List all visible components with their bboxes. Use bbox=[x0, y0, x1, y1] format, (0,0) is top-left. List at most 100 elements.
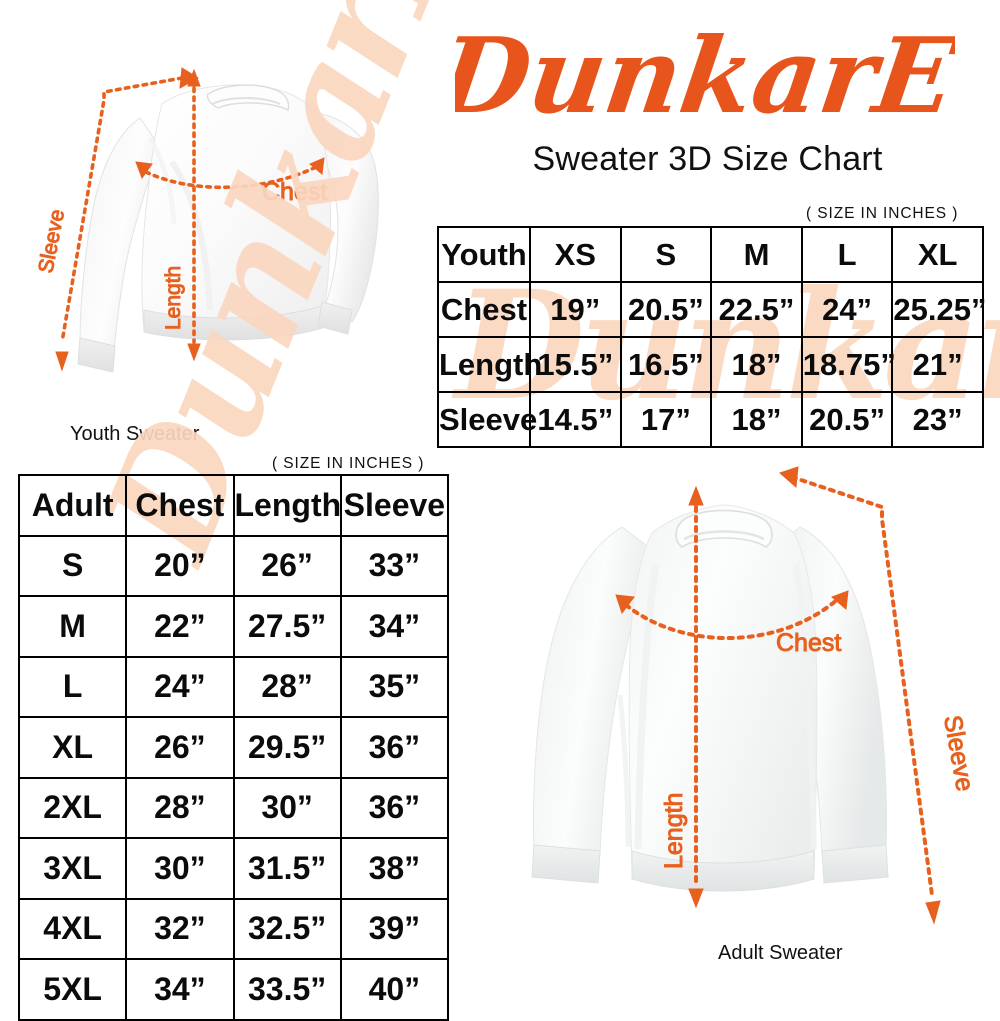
table-row: 3XL 30” 31.5” 38” bbox=[17, 837, 450, 900]
chest-arrowhead-right bbox=[309, 157, 325, 175]
chest-arrowhead-right bbox=[831, 590, 849, 610]
table-row: Chest 19” 20.5” 22.5” 24” 25.25” bbox=[437, 281, 986, 338]
adult-length-label: Length bbox=[660, 793, 688, 869]
cell-value: 24” bbox=[800, 281, 894, 338]
youth-chest-label: Chest bbox=[262, 178, 327, 206]
length-arrowhead-bottom bbox=[187, 343, 201, 362]
cell-value: 32” bbox=[125, 897, 235, 960]
cell-value: 28” bbox=[232, 655, 342, 718]
adult-sweater-illustration: Sleeve Chest Length bbox=[470, 455, 990, 955]
row-label: 2XL bbox=[17, 776, 128, 839]
cell-value: 17” bbox=[619, 391, 713, 448]
table-header-row: Adult Chest Length Sleeve bbox=[17, 474, 450, 537]
brand-logo: DunkarE bbox=[455, 22, 955, 140]
brand-logo-text: DunkarE bbox=[455, 22, 955, 137]
page-subtitle: Sweater 3D Size Chart bbox=[532, 140, 883, 178]
adult-size-table-wrap: Adult Chest Length Sleeve S 20” 26” 33” … bbox=[17, 474, 450, 1021]
youth-size-header: L bbox=[800, 226, 894, 283]
row-label: S bbox=[17, 534, 128, 597]
adult-column-header: Adult bbox=[17, 474, 128, 537]
cell-value: 30” bbox=[232, 776, 342, 839]
cell-value: 39” bbox=[339, 897, 450, 960]
cell-value: 34” bbox=[339, 595, 450, 658]
cell-value: 36” bbox=[339, 716, 450, 779]
row-label: Chest bbox=[437, 281, 531, 338]
table-row: 2XL 28” 30” 36” bbox=[17, 776, 450, 839]
cell-value: 32.5” bbox=[232, 897, 342, 960]
table-row: S 20” 26” 33” bbox=[17, 534, 450, 597]
length-arrowhead-top bbox=[187, 68, 201, 87]
adult-column-header: Sleeve bbox=[339, 474, 450, 537]
adult-column-header: Chest bbox=[125, 474, 235, 537]
size-chart-page: DunkarE Sweater 3D Size Chart bbox=[17, 0, 1000, 1021]
cell-value: 33.5” bbox=[232, 958, 342, 1021]
cell-value: 18” bbox=[710, 336, 803, 393]
table-row: 5XL 34” 33.5” 40” bbox=[17, 958, 450, 1021]
cell-value: 23” bbox=[891, 391, 984, 448]
cell-value: 18.75” bbox=[800, 336, 896, 393]
sleeve-arrowhead-bottom bbox=[925, 900, 941, 925]
row-label: 5XL bbox=[17, 958, 128, 1021]
length-arrowhead-bottom bbox=[688, 888, 704, 909]
cell-value: 24” bbox=[125, 655, 235, 718]
cell-value: 26” bbox=[125, 716, 235, 779]
table-row: Length 15.5” 16.5” 18” 18.75” 21” bbox=[437, 336, 984, 393]
youth-sweater-illustration: Sleeve Chest Length bbox=[22, 42, 422, 412]
row-label: 4XL bbox=[17, 897, 128, 960]
cell-value: 15.5” bbox=[529, 336, 622, 393]
chest-arrowhead-left bbox=[135, 161, 153, 180]
row-label: L bbox=[17, 655, 128, 718]
youth-length-label: Length bbox=[162, 266, 185, 330]
cell-value: 38” bbox=[339, 837, 450, 900]
sleeve-arrowhead-top bbox=[779, 466, 799, 489]
table-row: L 24” 28” 35” bbox=[17, 655, 450, 718]
cell-value: 22.5” bbox=[710, 281, 803, 338]
sleeve-arrowhead-bottom bbox=[55, 351, 69, 372]
youth-size-header: S bbox=[619, 226, 713, 283]
cell-value: 16.5” bbox=[619, 336, 713, 393]
cell-value: 40” bbox=[339, 958, 450, 1021]
cell-value: 20.5” bbox=[800, 391, 894, 448]
youth-size-header: M bbox=[710, 226, 803, 283]
length-arrowhead-top bbox=[688, 485, 704, 506]
adult-chest-label: Chest bbox=[776, 629, 841, 657]
row-label: 3XL bbox=[17, 837, 128, 900]
cell-value: 35” bbox=[339, 655, 450, 718]
youth-corner-label: Youth bbox=[437, 226, 531, 283]
youth-size-header: XS bbox=[529, 226, 622, 283]
row-label: XL bbox=[17, 716, 128, 779]
table-row: Sleeve 14.5” 17” 18” 20.5” 23” bbox=[437, 391, 984, 448]
row-label: M bbox=[17, 595, 128, 658]
adult-garment-shape bbox=[531, 504, 889, 892]
youth-units-note: ( SIZE IN INCHES ) bbox=[806, 205, 959, 222]
chest-arrowhead-left bbox=[615, 594, 635, 615]
cell-value: 27.5” bbox=[232, 595, 342, 658]
youth-size-header: XL bbox=[891, 226, 984, 283]
cell-value: 18” bbox=[710, 391, 803, 448]
adult-sweater-caption: Adult Sweater bbox=[718, 942, 843, 964]
row-label: Sleeve bbox=[437, 391, 537, 448]
adult-size-table: Adult Chest Length Sleeve S 20” 26” 33” … bbox=[17, 474, 450, 1021]
row-label: Length bbox=[437, 336, 542, 393]
youth-garment-shape bbox=[77, 84, 379, 373]
cell-value: 26” bbox=[232, 534, 342, 597]
cell-value: 22” bbox=[125, 595, 235, 658]
youth-sleeve-label: Sleeve bbox=[34, 208, 69, 275]
table-header-row: Youth XS S M L XL bbox=[437, 226, 984, 283]
cell-value: 25.25” bbox=[891, 281, 986, 338]
cell-value: 36” bbox=[339, 776, 450, 839]
youth-size-table-wrap: Youth XS S M L XL Chest 19” 20.5” 22.5” … bbox=[437, 226, 986, 448]
cell-value: 29.5” bbox=[232, 716, 342, 779]
cell-value: 28” bbox=[125, 776, 235, 839]
table-row: XL 26” 29.5” 36” bbox=[17, 716, 450, 779]
table-row: 4XL 32” 32.5” 39” bbox=[17, 897, 450, 960]
adult-units-note: ( SIZE IN INCHES ) bbox=[272, 455, 425, 472]
youth-sweater-caption: Youth Sweater bbox=[70, 423, 200, 445]
cell-value: 34” bbox=[125, 958, 235, 1021]
youth-size-table: Youth XS S M L XL Chest 19” 20.5” 22.5” … bbox=[437, 226, 986, 448]
cell-value: 33” bbox=[339, 534, 450, 597]
adult-sleeve-label: Sleeve bbox=[938, 713, 979, 793]
cell-value: 20.5” bbox=[619, 281, 713, 338]
cell-value: 31.5” bbox=[232, 837, 342, 900]
cell-value: 30” bbox=[125, 837, 235, 900]
